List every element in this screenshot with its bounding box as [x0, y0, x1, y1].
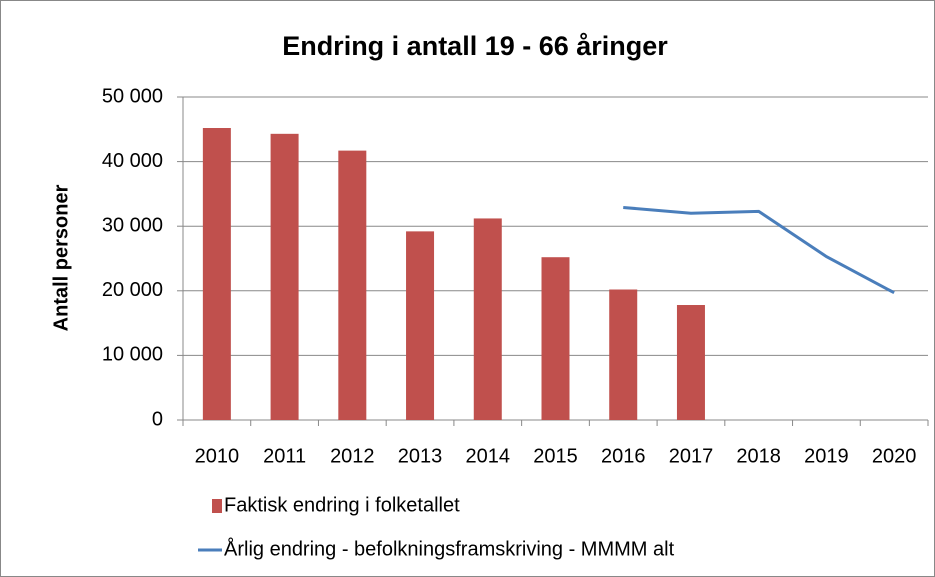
- bar: [609, 289, 638, 420]
- x-tick-label: 2017: [669, 445, 714, 467]
- x-tick-label: 2018: [736, 445, 781, 467]
- y-tick-label: 40 000: [102, 150, 163, 172]
- y-axis-label: Antall personer: [50, 184, 72, 331]
- y-tick-label: 20 000: [102, 279, 163, 301]
- x-tick-label: 2019: [804, 445, 849, 467]
- x-tick-label: 2014: [466, 445, 511, 467]
- x-tick-label: 2011: [263, 445, 306, 467]
- legend-label: Årlig endring - befolkningsframskriving …: [224, 537, 675, 560]
- bar: [338, 150, 367, 421]
- bar: [406, 231, 435, 420]
- y-tick-label: 50 000: [102, 85, 163, 107]
- legend-swatch: [212, 499, 222, 513]
- chart-title: Endring i antall 19 - 66 åringer: [282, 31, 668, 61]
- bar: [676, 305, 705, 420]
- legend-label: Faktisk endring i folketallet: [224, 494, 460, 516]
- line: [623, 205, 895, 295]
- x-tick-label: 2013: [398, 445, 443, 467]
- bar: [270, 133, 299, 420]
- bar: [541, 257, 570, 420]
- x-tick-label: 2016: [601, 445, 646, 467]
- y-tick-label: 10 000: [102, 344, 163, 366]
- x-tick-label: 2012: [330, 445, 375, 467]
- y-tick-label: 30 000: [102, 214, 163, 236]
- x-tick-label: 2020: [872, 445, 917, 467]
- y-tick-label: 0: [152, 408, 163, 430]
- x-tick-label: 2010: [195, 445, 240, 467]
- bar: [473, 218, 502, 420]
- x-tick-label: 2015: [533, 445, 578, 467]
- bar: [202, 128, 231, 420]
